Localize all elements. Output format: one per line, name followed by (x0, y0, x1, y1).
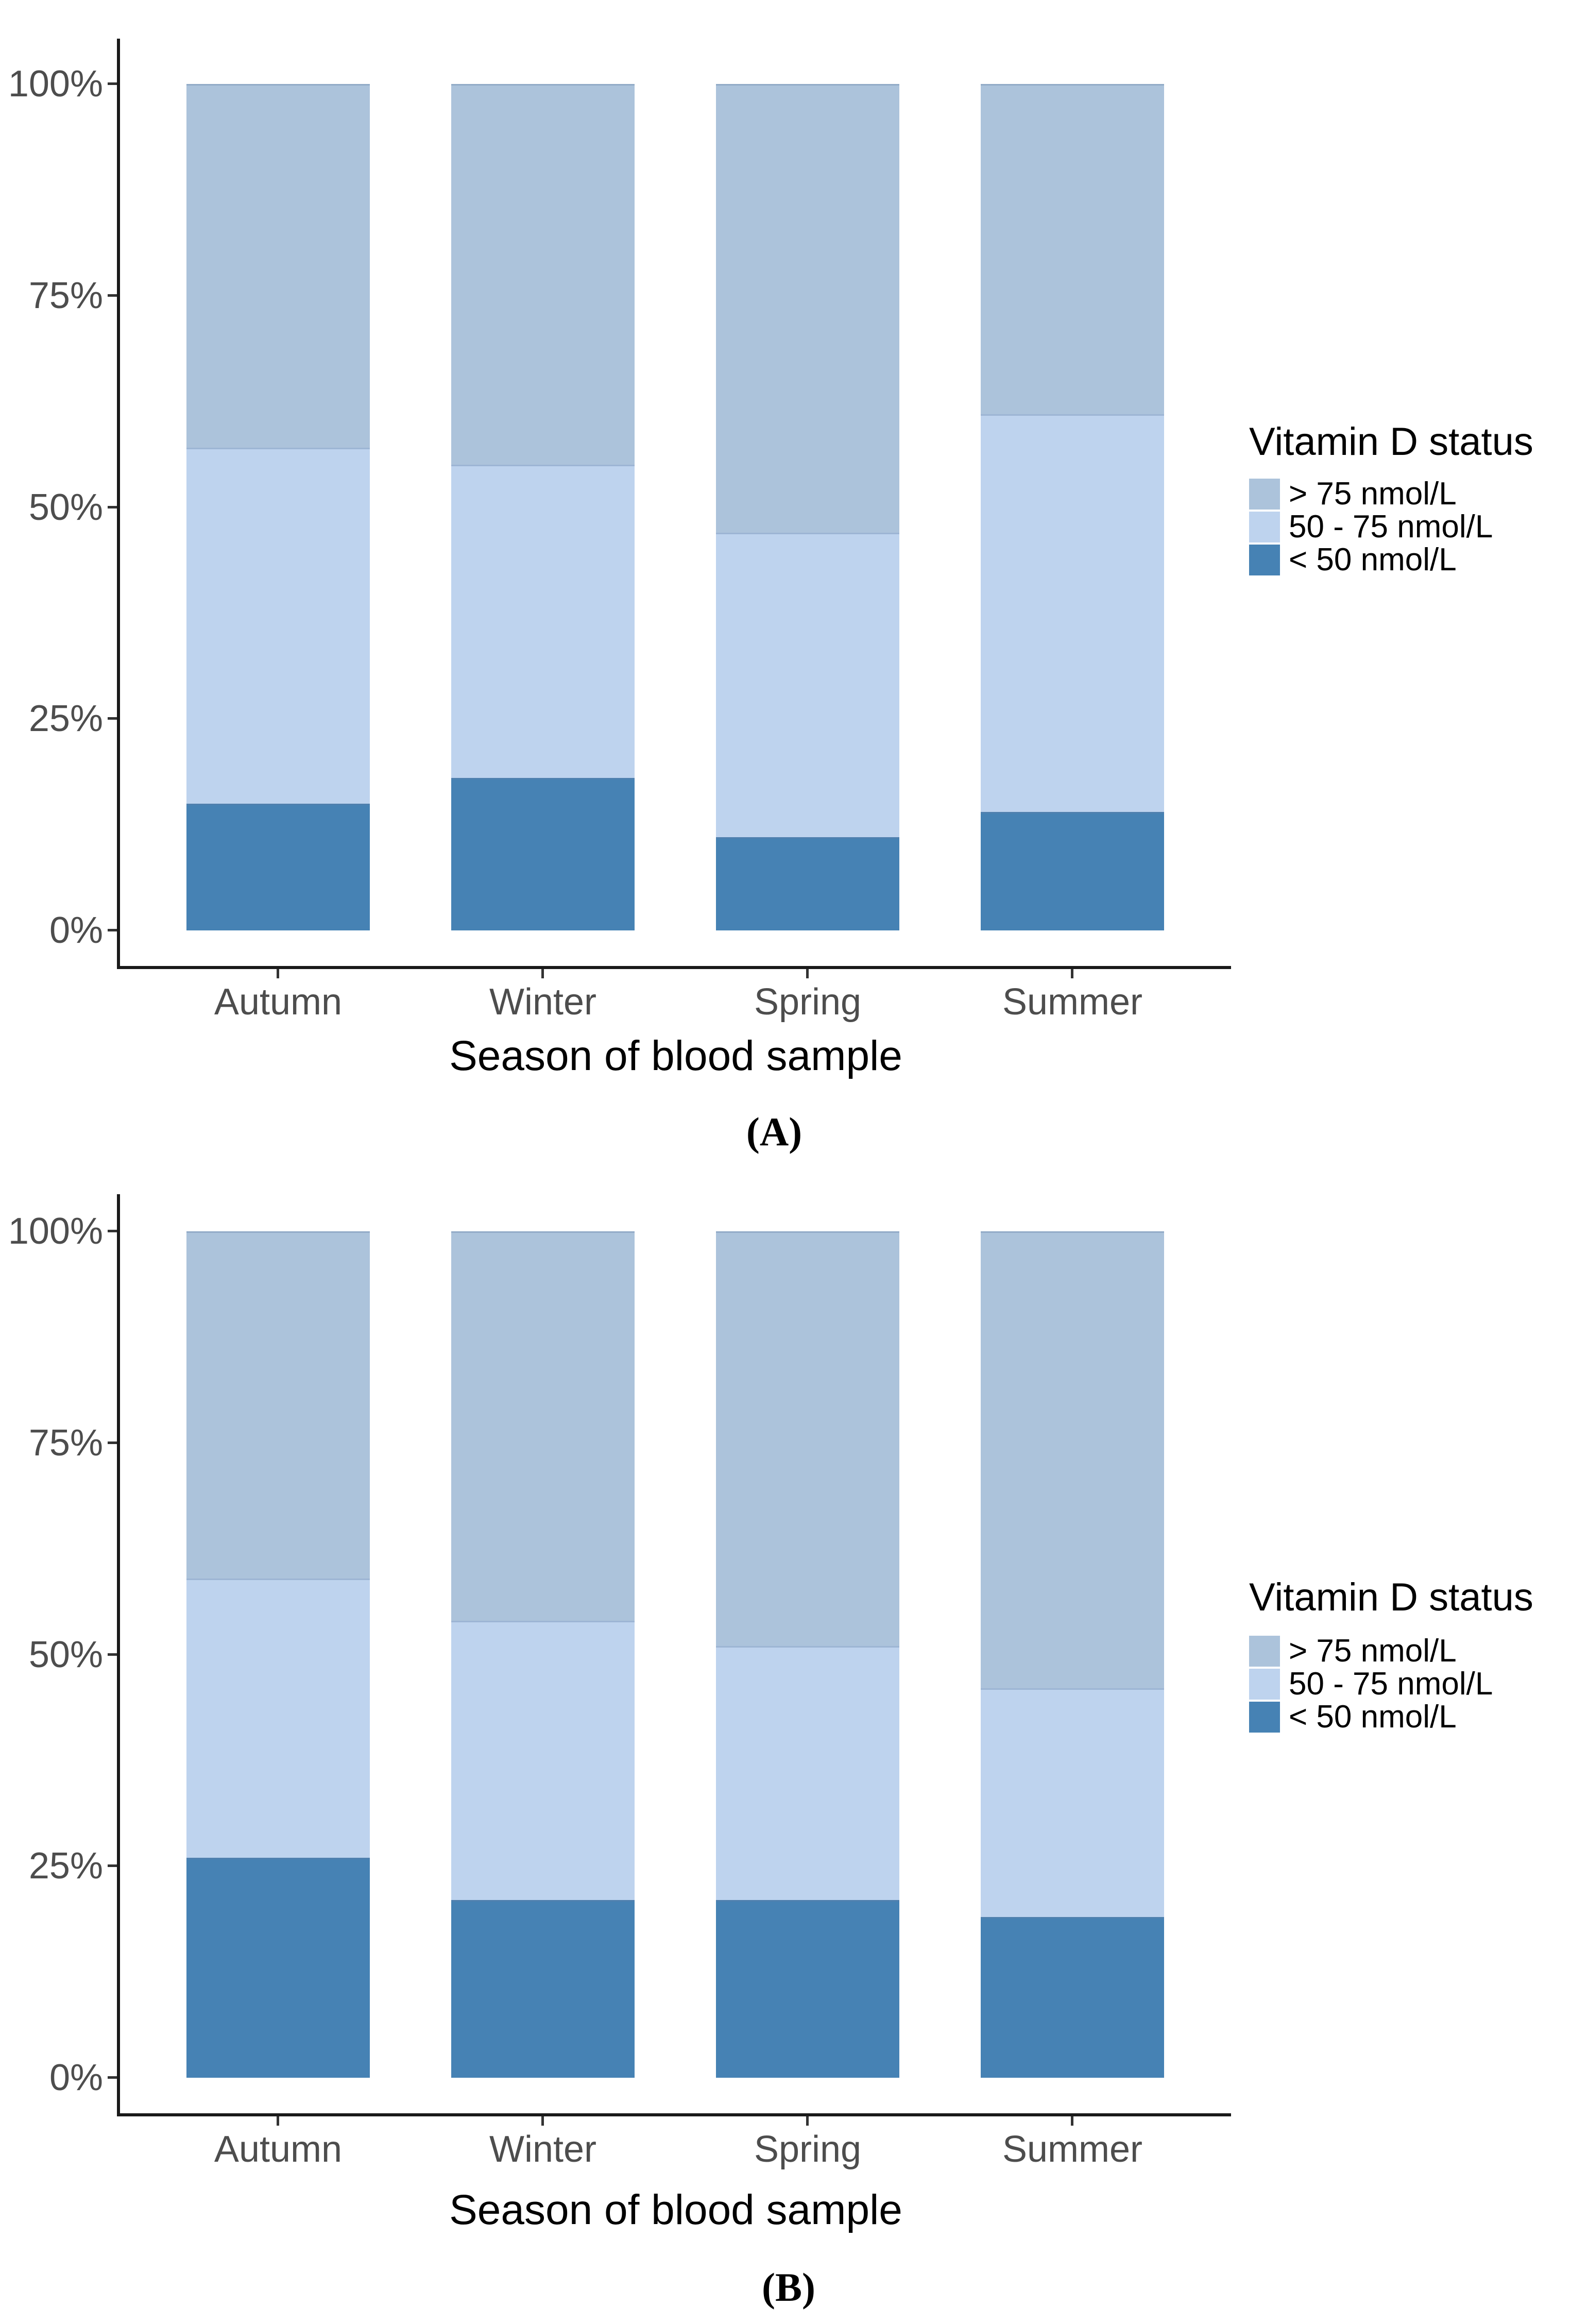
bar-segment (451, 778, 635, 930)
bar-segment (981, 1688, 1164, 1917)
legend-title: Vitamin D status (1249, 1575, 1533, 1619)
legend-item-label: > 75 nmol/L (1289, 1633, 1457, 1669)
x-tick (806, 969, 809, 978)
y-tick-label: 25% (28, 1845, 103, 1887)
bar-segment (981, 84, 1164, 414)
legend-swatch (1249, 479, 1280, 510)
x-axis-line (117, 966, 1231, 969)
bar-segment (716, 837, 899, 930)
y-tick-label: 75% (28, 1422, 103, 1464)
legend-title: Vitamin D status (1249, 420, 1533, 464)
bar-segment (451, 465, 635, 778)
bar-segment (981, 1231, 1164, 1689)
category-label: Autumn (214, 2129, 343, 2170)
x-tick (541, 2116, 544, 2126)
bar-segment (981, 1916, 1164, 2078)
x-axis-title: Season of blood sample (449, 2186, 902, 2233)
category-label: Summer (1002, 2129, 1143, 2170)
bar-segment (451, 84, 635, 465)
bar-segment (186, 448, 370, 804)
caption-b: (B) (762, 2265, 815, 2310)
legend-item-label: 50 - 75 nmol/L (1289, 1666, 1493, 1702)
bar-segment (716, 532, 899, 838)
bar-segment (186, 1857, 370, 2078)
legend-swatch (1249, 1669, 1280, 1700)
x-tick (1071, 969, 1073, 978)
bar-segment (716, 1646, 899, 1900)
bar-segment (186, 84, 370, 448)
y-tick (108, 294, 117, 297)
y-axis-line (117, 39, 120, 969)
y-tick-label: 0% (49, 2057, 103, 2098)
bar-segment (186, 1578, 370, 1858)
bar-segment (451, 1231, 635, 1621)
category-label: Winter (489, 981, 597, 1023)
y-tick-label: 50% (28, 486, 103, 528)
y-tick (108, 2076, 117, 2079)
x-tick (277, 2116, 279, 2126)
bar-segment (981, 414, 1164, 812)
legend-item-label: 50 - 75 nmol/L (1289, 509, 1493, 545)
y-tick (108, 82, 117, 85)
y-tick (108, 505, 117, 508)
legend-swatch (1249, 1636, 1280, 1667)
category-label: Summer (1002, 981, 1143, 1023)
y-axis-line (117, 1194, 120, 2116)
bar-segment (716, 1899, 899, 2078)
y-tick-label: 0% (49, 910, 103, 951)
bar-segment (451, 1899, 635, 2078)
y-tick (108, 1653, 117, 1656)
bar-segment (716, 1231, 899, 1647)
category-label: Winter (489, 2129, 597, 2170)
legend-swatch (1249, 545, 1280, 575)
y-tick (108, 1441, 117, 1444)
x-tick (806, 2116, 809, 2126)
legend-swatch (1249, 512, 1280, 542)
bar-segment (186, 803, 370, 930)
caption-a: (A) (746, 1109, 802, 1154)
category-label: Spring (754, 981, 862, 1023)
y-tick-label: 50% (28, 1634, 103, 1675)
y-tick (108, 717, 117, 720)
legend-item-label: < 50 nmol/L (1289, 542, 1457, 578)
y-tick-label: 100% (8, 1211, 103, 1252)
y-tick-label: 75% (28, 275, 103, 316)
bar-segment (451, 1620, 635, 1900)
y-tick (108, 929, 117, 931)
legend-swatch (1249, 1702, 1280, 1733)
y-tick (108, 1230, 117, 1232)
y-tick (108, 1864, 117, 1868)
x-axis-title: Season of blood sample (449, 1032, 902, 1079)
x-tick (277, 969, 279, 978)
category-label: Spring (754, 2129, 862, 2170)
legend-item-label: < 50 nmol/L (1289, 1699, 1457, 1735)
category-label: Autumn (214, 981, 343, 1023)
bar-segment (981, 811, 1164, 930)
x-axis-line (117, 2113, 1231, 2116)
x-tick (1071, 2116, 1073, 2126)
y-tick-label: 100% (8, 63, 103, 105)
bar-segment (186, 1231, 370, 1579)
legend-item-label: > 75 nmol/L (1289, 476, 1457, 512)
y-tick-label: 25% (28, 698, 103, 740)
bar-segment (716, 84, 899, 533)
x-tick (541, 969, 544, 978)
